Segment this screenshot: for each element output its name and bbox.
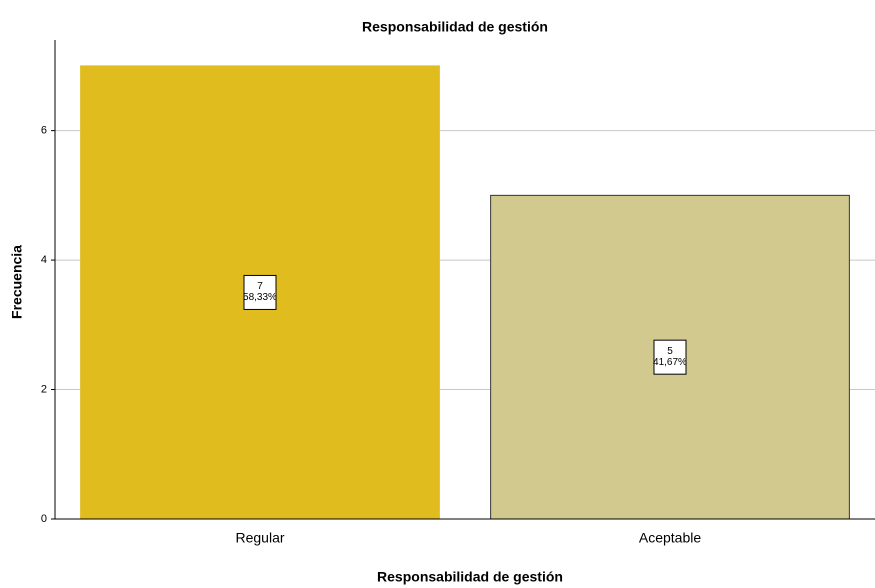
value-label: 7 xyxy=(257,281,263,292)
y-tick-label: 0 xyxy=(41,513,47,525)
y-tick-label: 4 xyxy=(41,254,47,266)
x-axis-label: Responsabilidad de gestión xyxy=(377,569,563,585)
y-tick-label: 2 xyxy=(41,383,47,395)
value-label-box xyxy=(653,339,687,375)
x-tick-label: Regular xyxy=(235,530,284,546)
value-label: 5 xyxy=(667,346,673,357)
percent-label: 41,67% xyxy=(653,357,687,368)
x-tick-label: Aceptable xyxy=(639,530,701,546)
y-axis-label: Frecuencia xyxy=(9,245,25,319)
y-tick-label: 6 xyxy=(41,125,47,137)
chart-title: Responsabilidad de gestión xyxy=(362,19,548,35)
percent-label: 58,33% xyxy=(243,292,277,303)
value-label-box xyxy=(243,274,277,310)
